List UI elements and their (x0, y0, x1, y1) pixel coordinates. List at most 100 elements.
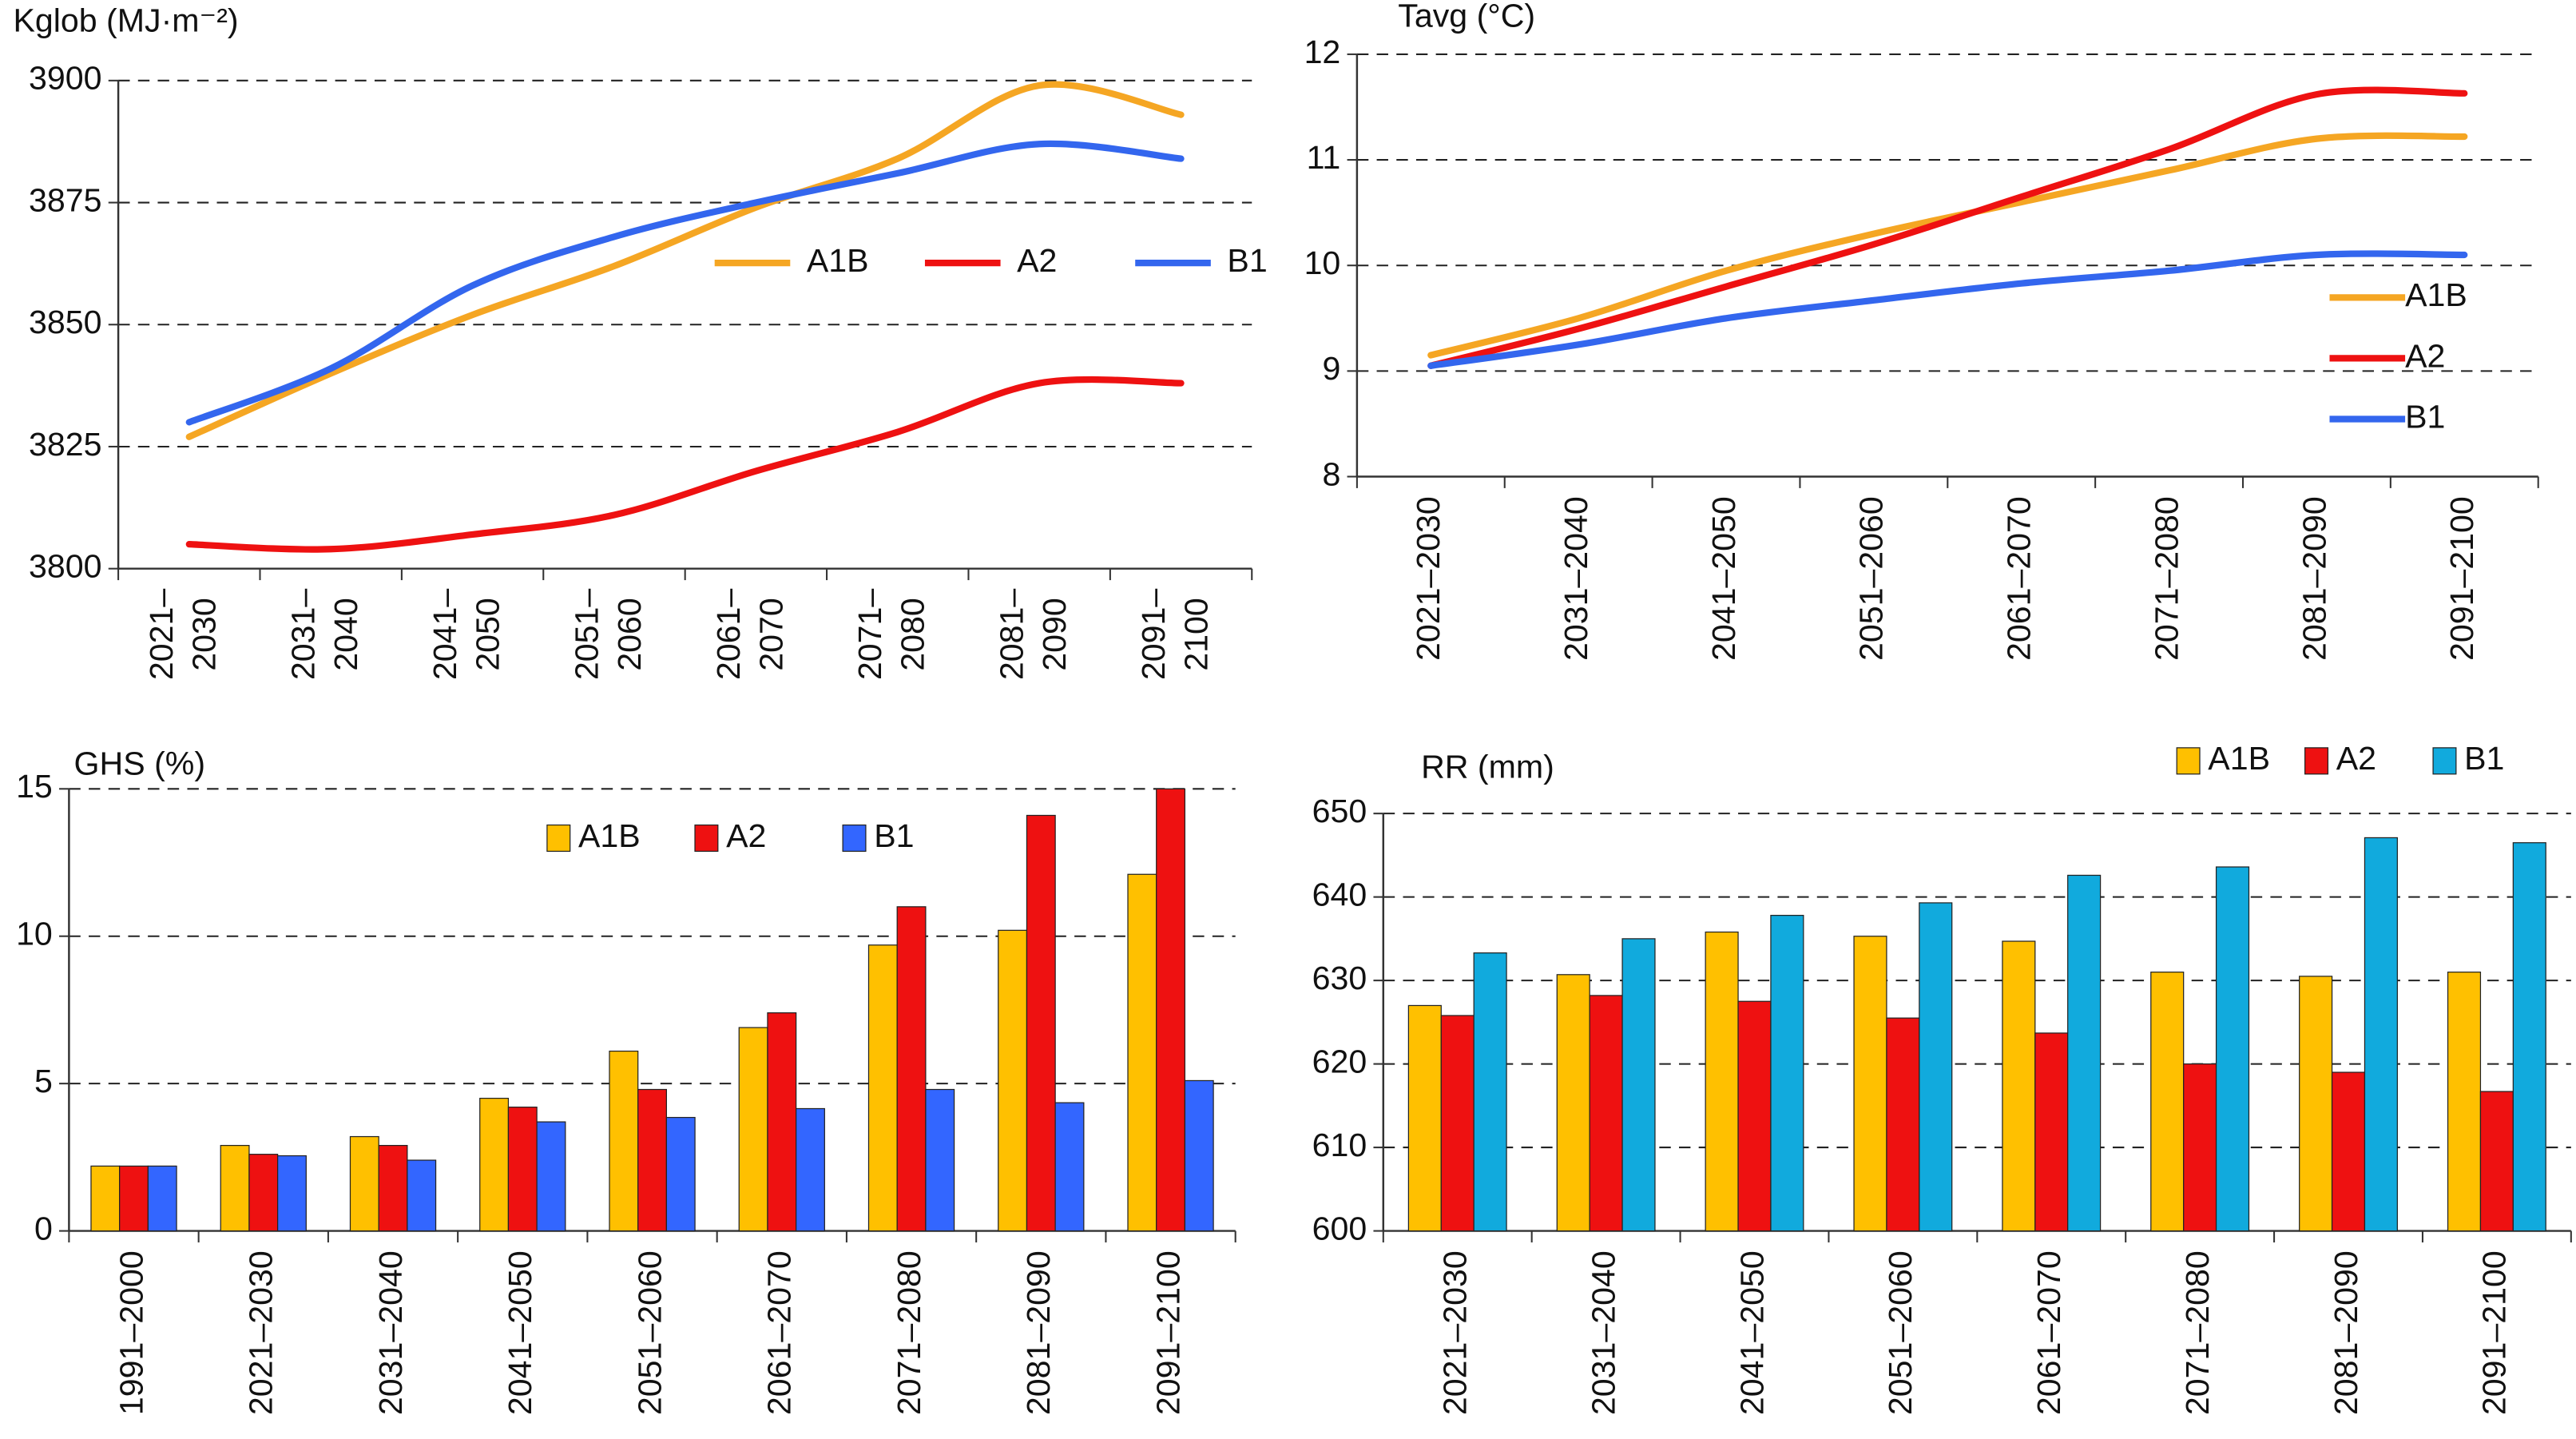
legend-swatch (2304, 747, 2329, 775)
bar (1737, 1000, 1772, 1232)
x-tick-label-line: 2021– (143, 589, 180, 680)
bar (925, 1088, 955, 1232)
x-tick-label-line: 2040 (327, 598, 364, 671)
y-tick-label: 10 (16, 916, 53, 952)
x-tick-label: 2051–2060 (568, 589, 647, 680)
legend-swatch (2176, 747, 2201, 775)
chart-title: Kglob (MJ·m⁻²) (13, 2, 238, 39)
line (185, 140, 1185, 426)
x-tick-label: 2071–2080 (851, 589, 931, 680)
bar (220, 1144, 250, 1232)
bar (536, 1121, 566, 1232)
bar (2479, 1091, 2514, 1232)
x-tick-label-line: 2050 (469, 598, 506, 671)
bar (507, 1107, 538, 1232)
bar (609, 1050, 639, 1232)
x-tick-label: 2041–2050 (1705, 496, 1742, 661)
y-tick-label: 3850 (29, 304, 101, 340)
legend-label: B1 (2464, 740, 2504, 777)
y-tick-label: 3900 (29, 60, 101, 97)
x-tick-label: 2021–2030 (143, 589, 222, 680)
bar (1473, 952, 1507, 1232)
y-tick-label: 650 (1312, 793, 1367, 829)
legend-label: A1B (2405, 276, 2467, 313)
y-tick-label: 630 (1312, 960, 1367, 996)
x-tick-label: 2061–2070 (761, 1250, 798, 1415)
y-tick-label: 610 (1312, 1127, 1367, 1163)
bar (1853, 936, 1887, 1232)
bar (896, 906, 927, 1232)
chart-title: RR (mm) (1421, 748, 1554, 785)
x-tick-label: 2031–2040 (1558, 496, 1594, 661)
bar (637, 1088, 667, 1232)
bar (767, 1012, 797, 1232)
y-tick-label: 0 (34, 1210, 53, 1246)
x-tick-label: 2041–2050 (502, 1250, 538, 1415)
x-tick-label: 2081–2090 (2328, 1250, 2364, 1415)
y-tick-label: 12 (1304, 34, 1341, 70)
line (1427, 250, 2468, 369)
x-tick-label-line: 2071– (851, 589, 888, 680)
legend-label: A2 (2336, 740, 2376, 777)
bar (1621, 938, 1656, 1232)
bar (378, 1144, 408, 1232)
x-tick-label: 2091–2100 (1135, 589, 1214, 680)
x-tick-label: 2051–2060 (1882, 1250, 1919, 1415)
x-tick-label-line: 2091– (1135, 589, 1172, 680)
bar (2331, 1071, 2366, 1232)
bar (1919, 902, 1953, 1232)
y-tick-label: 8 (1322, 455, 1340, 492)
bar (2512, 842, 2546, 1232)
x-tick-label-line: 2051– (568, 589, 605, 680)
y-tick-label: 3800 (29, 548, 101, 585)
bar (1026, 814, 1056, 1232)
bar (1440, 1015, 1475, 1232)
x-tick-label: 2021–2030 (1437, 1250, 1474, 1415)
x-tick-label-line: 2090 (1036, 598, 1073, 671)
line (185, 81, 1185, 440)
x-tick-label: 2031–2040 (372, 1250, 409, 1415)
legend-swatch (694, 824, 719, 853)
x-tick-label: 2081–2090 (2296, 496, 2332, 661)
legend-label: A2 (726, 817, 766, 854)
bar (1705, 931, 1739, 1232)
bar (349, 1135, 379, 1232)
y-tick-label: 3875 (29, 181, 101, 218)
line (1427, 132, 2468, 359)
x-tick-label-line: 2060 (611, 598, 648, 671)
x-tick-label: 2071–2080 (2179, 1250, 2216, 1415)
bar (407, 1159, 437, 1232)
line (1427, 86, 2468, 369)
legend-label: A1B (2208, 740, 2270, 777)
y-tick-label: 5 (34, 1063, 53, 1099)
x-tick-label-line: 2080 (895, 598, 931, 671)
bar (2067, 874, 2102, 1232)
x-tick-label: 2021–2030 (1410, 496, 1447, 661)
bar (2150, 972, 2185, 1232)
chart-title: GHS (%) (74, 745, 205, 781)
y-tick-label: 640 (1312, 876, 1367, 912)
y-tick-label: 10 (1304, 244, 1341, 281)
bar (2364, 837, 2398, 1232)
bar (2183, 1063, 2217, 1232)
x-tick-label: 2071–2080 (2148, 496, 2185, 661)
x-tick-label-line: 2100 (1177, 598, 1214, 671)
bar (1054, 1102, 1085, 1232)
x-tick-label: 2061–2070 (2030, 1250, 2067, 1415)
legend-label: A1B (807, 242, 869, 279)
x-tick-label-line: 2061– (710, 589, 747, 680)
bar (1156, 788, 1186, 1232)
bar (2002, 940, 2036, 1232)
x-tick-label: 2031–2040 (285, 589, 364, 680)
bar (1184, 1079, 1214, 1232)
bar (119, 1165, 149, 1232)
legend-swatch (546, 824, 571, 853)
bar (867, 944, 898, 1232)
bar (1886, 1017, 1920, 1232)
bar (665, 1116, 696, 1232)
line (185, 376, 1185, 553)
bar (2447, 972, 2482, 1232)
y-tick-label: 9 (1322, 350, 1340, 387)
x-tick-label-line: 2031– (285, 589, 322, 680)
